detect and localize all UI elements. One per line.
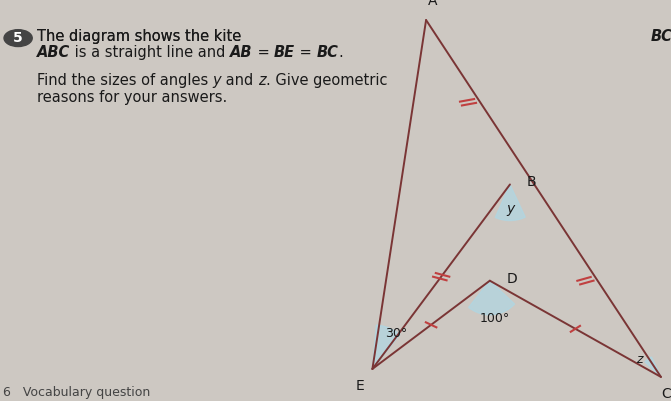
Text: z: z	[258, 73, 266, 88]
Text: AB: AB	[230, 45, 253, 61]
Polygon shape	[468, 281, 515, 315]
Text: BE: BE	[274, 45, 295, 61]
Polygon shape	[645, 357, 661, 377]
Text: ABC: ABC	[37, 45, 70, 61]
Text: The diagram shows the kite: The diagram shows the kite	[37, 28, 246, 44]
Text: is a straight line and: is a straight line and	[70, 45, 230, 61]
Text: B: B	[527, 176, 536, 189]
Text: =: =	[295, 45, 317, 61]
Text: reasons for your answers.: reasons for your answers.	[37, 89, 227, 105]
Text: 100°: 100°	[479, 312, 509, 325]
Text: 30°: 30°	[385, 327, 407, 340]
Text: Find the sizes of angles: Find the sizes of angles	[37, 73, 213, 88]
Text: 5: 5	[13, 31, 23, 45]
Text: C: C	[662, 387, 671, 401]
Text: =: =	[253, 45, 274, 61]
Text: The diagram shows the kite: The diagram shows the kite	[37, 28, 246, 44]
Text: . Give geometric: . Give geometric	[266, 73, 387, 88]
Circle shape	[4, 30, 32, 47]
Polygon shape	[495, 184, 525, 221]
Text: E: E	[356, 379, 365, 393]
Text: D: D	[507, 272, 517, 286]
Text: y: y	[213, 73, 221, 88]
Polygon shape	[372, 325, 400, 369]
Text: BCDE: BCDE	[650, 28, 671, 44]
Text: A: A	[428, 0, 437, 8]
Text: y: y	[506, 202, 515, 215]
Text: z: z	[636, 352, 643, 366]
Text: and: and	[221, 73, 258, 88]
Text: BC: BC	[317, 45, 338, 61]
Text: .: .	[338, 45, 343, 61]
Text: 6   Vocabulary question: 6 Vocabulary question	[3, 386, 150, 399]
